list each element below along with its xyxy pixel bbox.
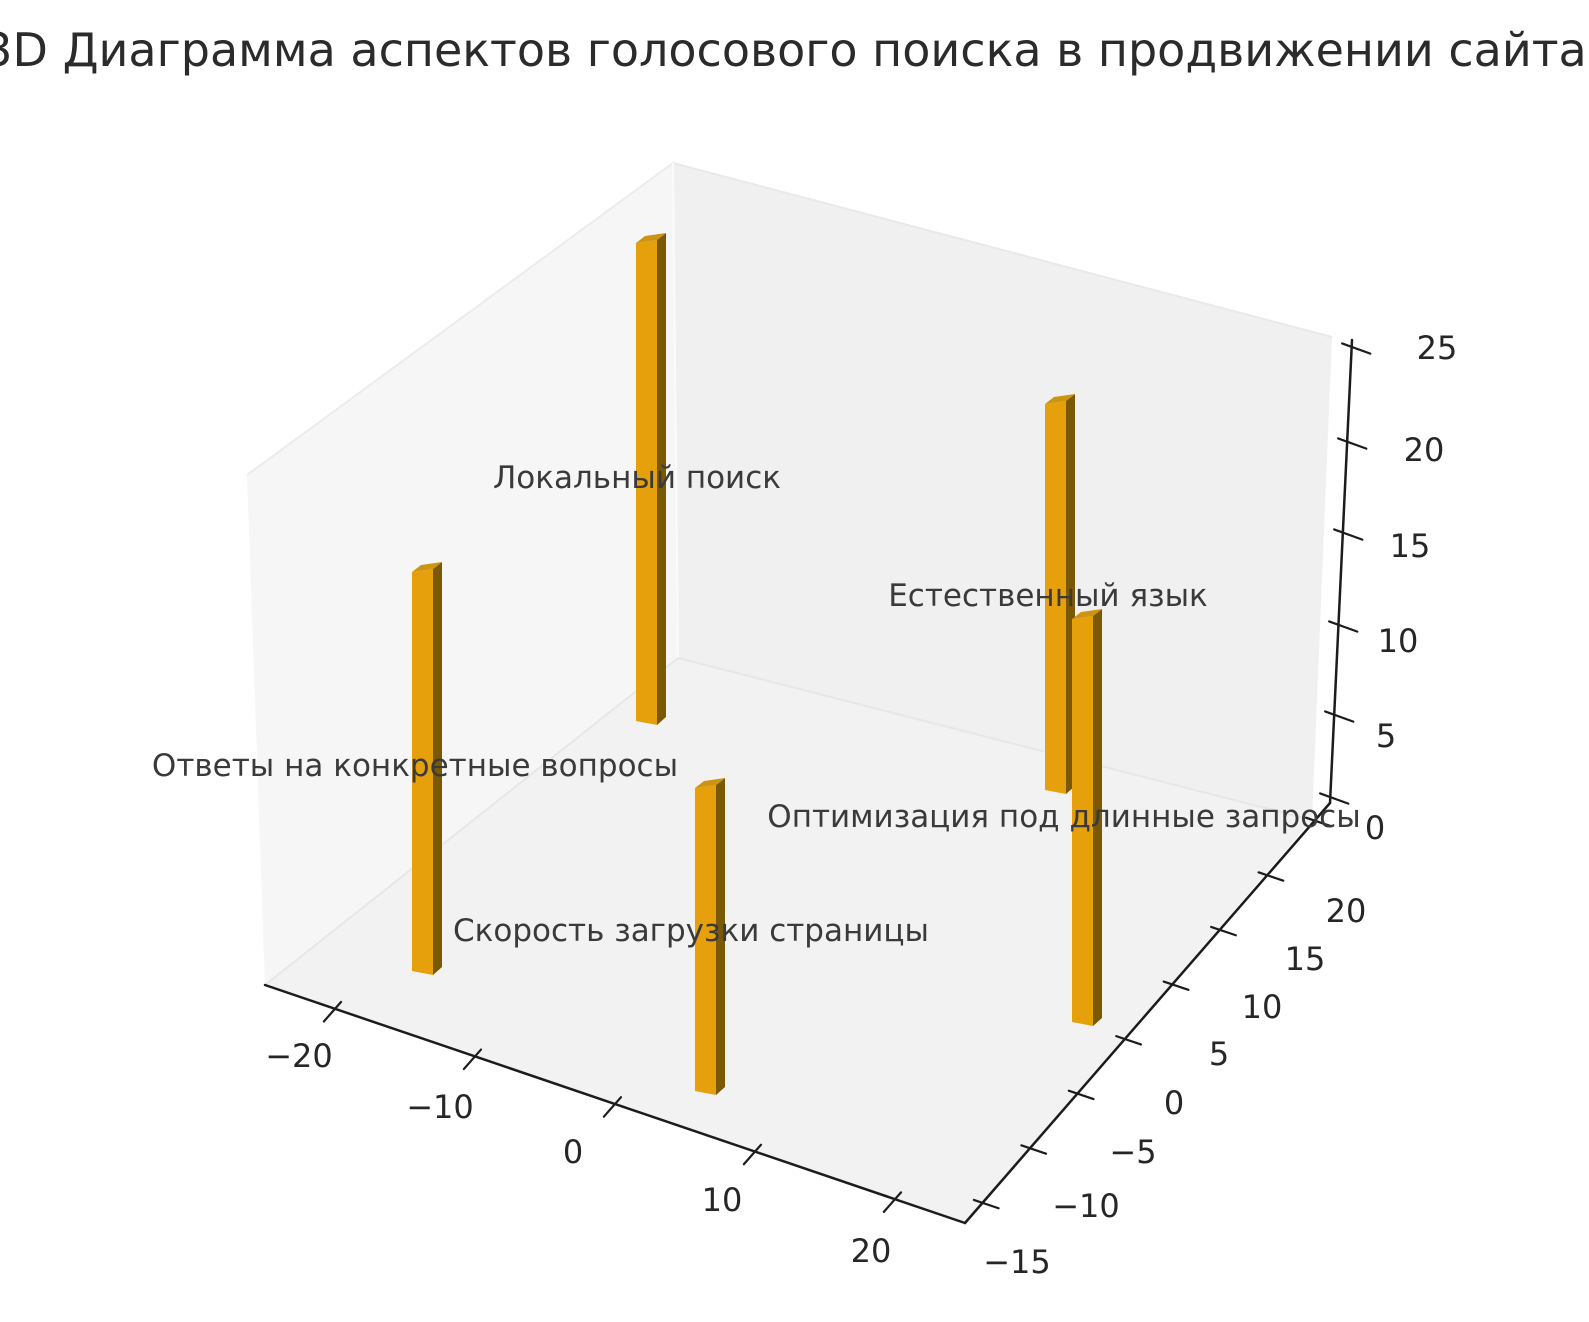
pane-right-wall xyxy=(673,163,1332,820)
bar-top-face-0 xyxy=(636,233,666,243)
y-axis-tick-4 xyxy=(1162,980,1190,991)
bar-label-2: Скорость загрузки страницы xyxy=(453,913,929,949)
pane-seam-1 xyxy=(672,162,1333,338)
bar-front-face-4 xyxy=(1072,616,1093,1026)
y-axis-line xyxy=(963,801,1332,1225)
x-axis-tick-4 xyxy=(882,1191,903,1213)
y-axis-tick-7 xyxy=(1304,816,1332,828)
bar-top-face-1 xyxy=(412,562,442,572)
bar-front-face-3 xyxy=(1045,401,1066,794)
bar-top-face-3 xyxy=(1045,394,1075,404)
z-axis-tick-3 xyxy=(1333,528,1364,541)
z-axis-tick-1 xyxy=(1324,710,1355,723)
z-axis-tick-2 xyxy=(1328,620,1359,633)
z-tick-label-2: 10 xyxy=(1378,622,1419,660)
x-axis-tick-1 xyxy=(462,1048,483,1071)
pane-floor xyxy=(265,658,1312,1223)
y-tick-label-1: −10 xyxy=(1052,1187,1120,1225)
y-axis-tick-2 xyxy=(1067,1089,1095,1101)
y-tick-label-5: 10 xyxy=(1242,988,1283,1026)
z-axis-line xyxy=(1328,338,1354,805)
pane-left-wall xyxy=(247,163,678,985)
y-axis-tick-3 xyxy=(1115,1035,1143,1046)
x-tick-label-2: 0 xyxy=(563,1133,583,1171)
y-tick-label-6: 15 xyxy=(1285,940,1326,978)
y-tick-label-0: −15 xyxy=(983,1243,1051,1281)
bar-front-face-1 xyxy=(412,569,433,975)
y-tick-label-2: −5 xyxy=(1109,1133,1156,1171)
bar-label-0: Локальный поиск xyxy=(493,460,781,496)
x-tick-label-1: −10 xyxy=(406,1088,474,1126)
z-tick-label-1: 5 xyxy=(1376,717,1396,755)
y-tick-label-4: 5 xyxy=(1209,1035,1229,1073)
z-axis-tick-0 xyxy=(1319,792,1350,805)
bar-label-3: Естественный язык xyxy=(888,578,1208,614)
bar-top-face-2 xyxy=(695,778,725,788)
z-tick-label-4: 20 xyxy=(1404,431,1445,469)
y-tick-label-3: 0 xyxy=(1164,1084,1184,1122)
pane-seam-0 xyxy=(246,162,674,476)
x-tick-label-0: −20 xyxy=(265,1037,333,1075)
bar-side-face-1 xyxy=(433,562,442,975)
bar-side-face-4 xyxy=(1093,609,1102,1026)
bar-side-face-2 xyxy=(716,778,725,1095)
y-axis-tick-0 xyxy=(972,1198,1000,1210)
x-tick-label-3: 10 xyxy=(702,1181,743,1219)
bar-front-face-0 xyxy=(636,240,657,725)
x-axis-tick-3 xyxy=(742,1143,763,1166)
pane-seam-3 xyxy=(264,657,679,986)
y-axis-tick-5 xyxy=(1210,925,1237,937)
z-tick-label-3: 15 xyxy=(1390,527,1431,565)
z-tick-label-0: 0 xyxy=(1365,809,1385,847)
x-axis-tick-2 xyxy=(602,1096,623,1118)
bar-top-face-4 xyxy=(1072,609,1102,619)
pane-seam-2 xyxy=(672,162,679,659)
pane-seam-4 xyxy=(677,657,1313,821)
y-axis-tick-6 xyxy=(1257,871,1285,882)
bar-side-face-0 xyxy=(657,233,666,725)
bar-front-face-2 xyxy=(695,785,716,1095)
z-axis-tick-4 xyxy=(1337,437,1368,450)
chart-title: 3D Диаграмма аспектов голосового поиска … xyxy=(0,23,1587,77)
y-tick-label-7: 20 xyxy=(1326,892,1367,930)
z-axis-tick-5 xyxy=(1341,342,1372,355)
z-tick-label-5: 25 xyxy=(1417,329,1458,367)
x-tick-label-4: 20 xyxy=(851,1232,892,1270)
bar-label-1: Ответы на конкретные вопросы xyxy=(152,748,678,784)
bar-label-4: Оптимизация под длинные запросы xyxy=(767,799,1360,835)
y-axis-tick-1 xyxy=(1020,1144,1048,1155)
x-axis-tick-0 xyxy=(322,1000,343,1023)
